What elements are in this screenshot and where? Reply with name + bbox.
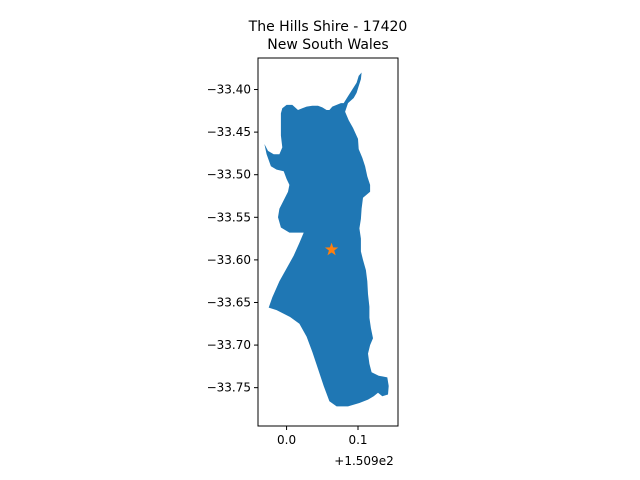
chart-title-line-1: The Hills Shire - 17420 [248,19,408,35]
x-axis: 0.0 0.1 [277,426,368,447]
y-tick-label: −33.65 [207,295,251,309]
y-tick-label: −33.50 [207,168,251,182]
y-axis: −33.40 −33.45 −33.50 −33.55 −33.60 −33.65 −33.… [207,83,258,395]
axes-frame [257,57,399,427]
x-tick-label: 0.1 [348,433,367,447]
region-shape [264,72,389,407]
y-tick-label: −33.75 [207,381,251,395]
centroid-star-marker [324,242,339,256]
chart-title-line-2: New South Wales [267,37,388,53]
x-axis-offset-label: +1.509e2 [334,454,393,468]
y-tick-label: −33.55 [207,210,251,224]
plot-area [264,72,389,407]
x-tick-label: 0.0 [277,433,296,447]
y-tick-label: −33.70 [207,338,251,352]
y-tick-label: −33.40 [207,83,251,97]
y-tick-label: −33.60 [207,253,251,267]
y-tick-label: −33.45 [207,125,251,139]
